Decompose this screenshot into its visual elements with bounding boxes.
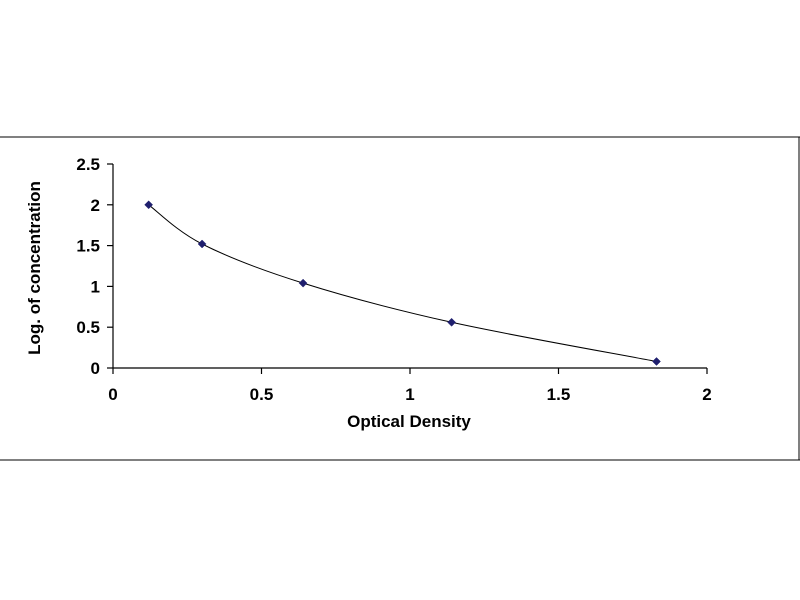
x-axis-ticks: 0 0.5 1 1.5 2 — [108, 368, 712, 404]
x-tick-label: 0.5 — [250, 385, 274, 404]
data-point-marker — [144, 200, 153, 210]
y-tick-label: 0 — [91, 359, 100, 378]
x-tick-label: 0 — [108, 385, 117, 404]
x-tick-label: 1 — [405, 385, 414, 404]
y-tick-label: 2.5 — [76, 155, 100, 174]
data-point-marker — [298, 278, 308, 288]
x-axis-title: Optical Density — [347, 412, 471, 431]
y-tick-label: 1.5 — [76, 237, 100, 256]
x-tick-label: 2 — [702, 385, 711, 404]
data-point-marker — [652, 357, 661, 366]
y-tick-label: 0.5 — [76, 318, 100, 337]
data-markers — [144, 200, 661, 366]
y-tick-label: 1 — [91, 277, 100, 296]
trend-curve — [148, 204, 657, 362]
y-tick-label: 2 — [91, 196, 100, 215]
y-axis-ticks: 0 0.5 1 1.5 2 2.5 — [76, 155, 113, 378]
data-point-marker — [197, 239, 207, 249]
y-axis-title: Log. of concentration — [25, 181, 44, 355]
x-tick-label: 1.5 — [547, 385, 571, 404]
data-point-marker — [447, 317, 456, 327]
